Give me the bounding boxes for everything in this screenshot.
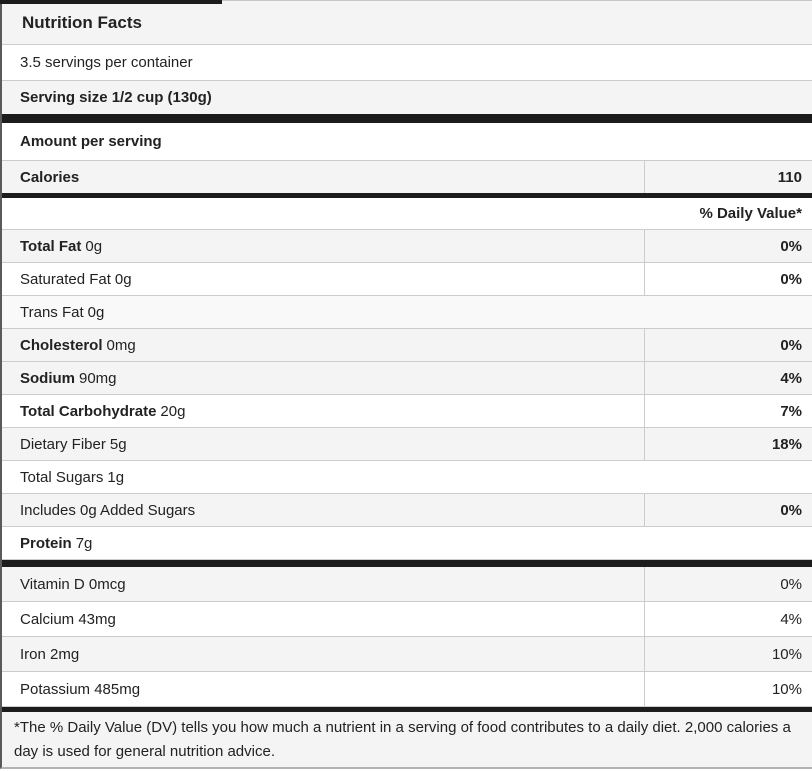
nutrient-percent: 0% <box>780 237 802 255</box>
nutrient-amount: 0mg <box>106 336 136 354</box>
nutrient-row-total-sugars: Total Sugars 1g <box>2 461 812 494</box>
panel-title-row: Nutrition Facts <box>2 1 812 45</box>
nutrient-amount: 20g <box>160 402 186 420</box>
nutrient-row-added-sugars: Includes 0g Added Sugars 0% <box>2 494 812 527</box>
panel-title: Nutrition Facts <box>22 12 142 32</box>
nutrient-amount: 0g <box>87 303 105 321</box>
daily-value-footnote: *The % Daily Value (DV) tells you how mu… <box>14 718 791 760</box>
nutrient-name: Total Carbohydrate <box>20 402 157 420</box>
vitamin-percent: 10% <box>771 680 802 698</box>
nutrient-name: Protein <box>20 534 72 552</box>
amount-per-serving-label: Amount per serving <box>20 133 162 150</box>
nutrient-percent: 0% <box>780 270 802 288</box>
nutrient-name: Saturated Fat <box>20 270 111 288</box>
calories-row: Calories 110 <box>2 161 812 193</box>
vitamin-row-vitamin-d: Vitamin D 0mcg 0% <box>2 567 812 602</box>
nutrient-percent: 18% <box>771 435 802 453</box>
nutrient-amount: 5g <box>109 435 127 453</box>
serving-size-row: Serving size 1/2 cup (130g) <box>2 81 812 114</box>
daily-value-footnote-row: *The % Daily Value (DV) tells you how mu… <box>2 712 812 767</box>
servings-per-container-row: 3.5 servings per container <box>2 45 812 81</box>
vitamin-percent: 4% <box>780 610 802 628</box>
vitamin-row-potassium: Potassium 485mg 10% <box>2 672 812 707</box>
nutrient-amount: 0g <box>114 270 132 288</box>
nutrient-amount: 7g <box>75 534 93 552</box>
nutrient-row-saturated-fat: Saturated Fat 0g 0% <box>2 263 812 296</box>
vitamin-percent: 10% <box>771 645 802 663</box>
section-divider-bar <box>2 114 812 123</box>
nutrient-row-sodium: Sodium 90mg 4% <box>2 362 812 395</box>
nutrient-percent: 4% <box>780 369 802 387</box>
calories-value: 110 <box>777 168 802 186</box>
nutrient-row-cholesterol: Cholesterol 0mg 0% <box>2 329 812 362</box>
vitamin-name: Iron 2mg <box>20 645 80 663</box>
section-divider-bar <box>2 560 812 567</box>
nutrient-row-protein: Protein 7g <box>2 527 812 560</box>
nutrient-row-total-carbohydrate: Total Carbohydrate 20g 7% <box>2 395 812 428</box>
top-edge-bar <box>0 0 222 4</box>
nutrient-amount: 0g <box>85 237 103 255</box>
section-divider-bar <box>2 193 812 198</box>
calories-label: Calories <box>20 168 80 186</box>
nutrient-name: Dietary Fiber <box>20 435 106 453</box>
nutrient-amount: 1g <box>107 468 125 486</box>
section-divider-bar <box>2 707 812 712</box>
nutrient-name: Includes 0g Added Sugars <box>20 501 196 519</box>
vitamin-row-iron: Iron 2mg 10% <box>2 637 812 672</box>
nutrient-name: Total Sugars <box>20 468 104 486</box>
vitamin-name: Vitamin D 0mcg <box>20 575 126 593</box>
nutrient-percent: 7% <box>780 402 802 420</box>
vitamin-percent: 0% <box>780 575 802 593</box>
daily-value-header-row: % Daily Value* <box>2 198 812 230</box>
nutrient-row-total-fat: Total Fat 0g 0% <box>2 230 812 263</box>
nutrient-row-dietary-fiber: Dietary Fiber 5g 18% <box>2 428 812 461</box>
amount-per-serving-row: Amount per serving <box>2 123 812 161</box>
serving-size: Serving size 1/2 cup (130g) <box>20 89 212 106</box>
nutrient-name: Total Fat <box>20 237 82 255</box>
nutrient-name: Trans Fat <box>20 303 84 321</box>
nutrient-name: Sodium <box>20 369 75 387</box>
vitamin-row-calcium: Calcium 43mg 4% <box>2 602 812 637</box>
nutrient-row-trans-fat: Trans Fat 0g <box>2 296 812 329</box>
vitamin-name: Calcium 43mg <box>20 610 116 628</box>
nutrient-amount: 90mg <box>79 369 117 387</box>
daily-value-header: % Daily Value* <box>699 205 802 222</box>
nutrient-percent: 0% <box>780 336 802 354</box>
vitamin-name: Potassium 485mg <box>20 680 141 698</box>
nutrient-percent: 0% <box>780 501 802 519</box>
servings-per-container: 3.5 servings per container <box>20 54 193 71</box>
nutrient-name: Cholesterol <box>20 336 103 354</box>
